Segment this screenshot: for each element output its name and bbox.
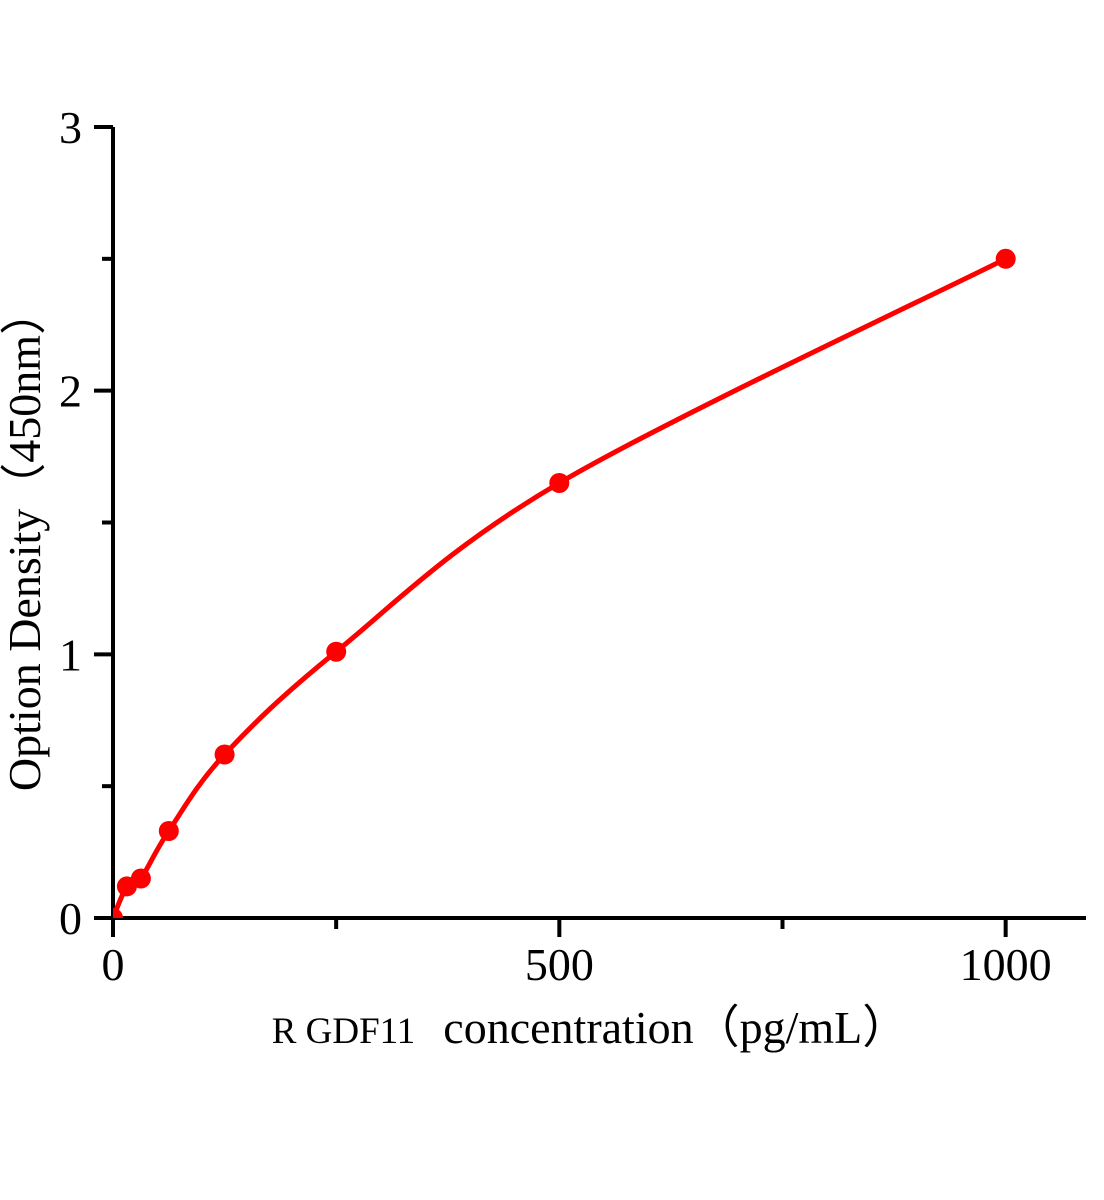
data-point-marker (158, 821, 179, 841)
data-point-marker (995, 248, 1016, 269)
axes: 0 500 1000 0 1 2 3 (59, 102, 1086, 990)
x-tick-label: 500 (525, 939, 594, 990)
y-tick-label: 2 (59, 366, 82, 417)
data-point-marker (549, 473, 570, 493)
x-tick-label: 0 (102, 939, 125, 990)
x-tick-label: 1000 (960, 939, 1052, 990)
data-point-marker (214, 744, 235, 765)
y-tick-label: 3 (59, 102, 82, 153)
x-axis-title-prefix: R GDF11 (272, 1011, 416, 1052)
data-point-marker (113, 908, 123, 918)
data-point-marker (326, 641, 347, 662)
y-tick-label: 0 (59, 893, 82, 944)
standard-curve-line (113, 256, 1007, 918)
y-axis-title: Option Density（450nm） (0, 289, 50, 791)
data-point-marker (130, 868, 151, 889)
standard-curve-series (113, 248, 1016, 918)
x-axis-title-main: concentration（pg/mL） (443, 1002, 908, 1053)
y-tick-label: 1 (59, 629, 82, 680)
x-axis-title: R GDF11 concentration（pg/mL） (272, 1002, 909, 1053)
